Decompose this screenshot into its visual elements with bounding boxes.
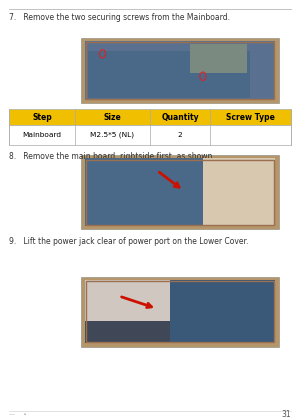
Bar [9, 109, 291, 125]
Bar [85, 280, 275, 344]
Bar [85, 321, 170, 344]
Bar [190, 44, 247, 74]
Text: Quantity: Quantity [161, 113, 199, 122]
Text: Step: Step [32, 113, 52, 122]
Bar [203, 158, 275, 226]
Bar [86, 42, 274, 99]
Text: 9.   Lift the power jack clear of power port on the Lower Cover.: 9. Lift the power jack clear of power po… [9, 237, 248, 246]
Text: Mainboard: Mainboard [22, 132, 62, 138]
Text: 2: 2 [178, 132, 182, 138]
Bar [85, 280, 170, 344]
Bar [81, 277, 279, 346]
Bar [86, 281, 274, 342]
Bar [85, 280, 275, 344]
Bar [85, 158, 275, 226]
Text: 7.   Remove the two securing screws from the Mainboard.: 7. Remove the two securing screws from t… [9, 13, 230, 21]
Text: Screw Type: Screw Type [226, 113, 275, 122]
Text: 8.   Remove the main board, rightside first, as shown.: 8. Remove the main board, rightside firs… [9, 152, 215, 160]
Text: M2.5*5 (NL): M2.5*5 (NL) [90, 132, 135, 139]
Bar [88, 50, 250, 98]
Bar [86, 160, 274, 225]
Bar [85, 158, 222, 226]
Bar [81, 38, 279, 103]
Text: Size: Size [103, 113, 122, 122]
Bar [81, 155, 279, 229]
Bar [85, 41, 275, 100]
Bar [9, 125, 291, 145]
Text: —    •: — • [9, 412, 27, 417]
Text: 31: 31 [281, 410, 291, 419]
